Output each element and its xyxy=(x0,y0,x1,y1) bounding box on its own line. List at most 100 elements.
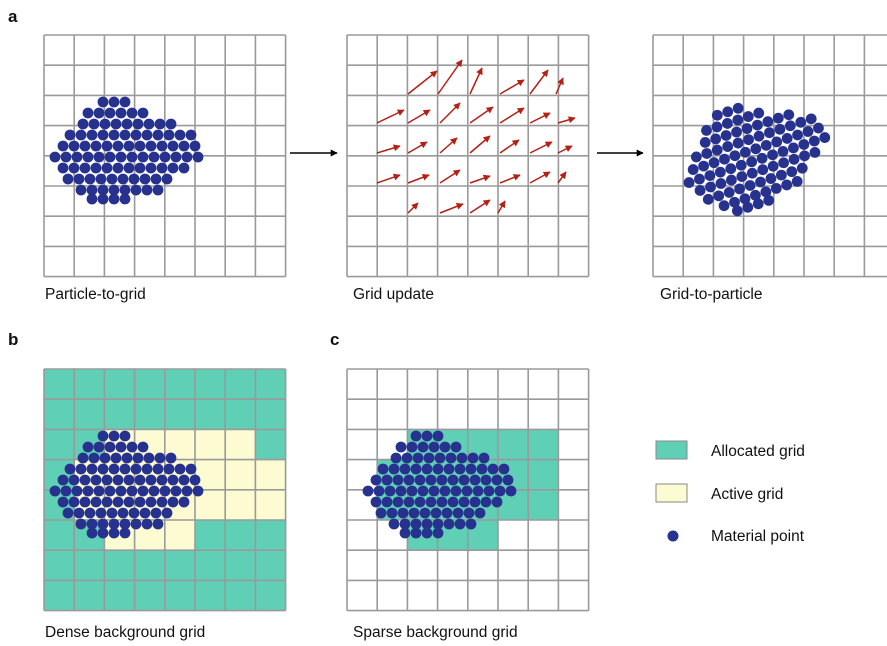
material-point xyxy=(88,118,100,130)
active-grid-cell xyxy=(225,459,256,490)
material-point xyxy=(458,496,470,508)
material-point xyxy=(447,496,459,508)
material-point xyxy=(687,164,699,175)
material-point xyxy=(392,474,404,486)
material-point-icon xyxy=(667,530,679,542)
allocated-grid-cell xyxy=(104,369,135,400)
material-point xyxy=(734,183,746,195)
material-point xyxy=(406,441,418,453)
material-point xyxy=(170,151,182,163)
velocity-arrow-icon xyxy=(439,102,461,124)
material-point xyxy=(99,452,111,464)
material-point xyxy=(108,184,120,196)
material-point xyxy=(694,173,705,185)
material-point xyxy=(781,133,793,144)
material-point xyxy=(90,474,102,486)
material-point xyxy=(159,485,171,497)
allocated-grid-cell xyxy=(134,550,165,581)
material-point xyxy=(480,474,492,486)
allocated-grid-cell xyxy=(528,459,559,490)
material-point xyxy=(117,173,129,185)
material-point xyxy=(491,496,503,508)
material-point xyxy=(739,193,751,205)
material-point xyxy=(397,507,409,519)
material-point xyxy=(714,166,726,178)
material-point xyxy=(760,139,772,151)
material-point xyxy=(384,485,396,497)
material-point xyxy=(798,139,810,150)
material-point xyxy=(49,485,61,497)
material-point xyxy=(104,107,116,119)
material-point xyxy=(809,146,821,158)
material-point xyxy=(414,474,426,486)
material-point xyxy=(132,452,144,464)
material-point xyxy=(106,507,118,519)
caption-particle-to-grid: Particle-to-grid xyxy=(45,286,146,303)
material-point xyxy=(152,463,164,475)
material-point xyxy=(119,463,131,475)
material-point xyxy=(86,193,98,205)
velocity-arrow-icon xyxy=(407,141,428,154)
allocated-grid-cell xyxy=(104,550,135,581)
material-point xyxy=(167,162,179,174)
material-point xyxy=(381,496,393,508)
material-point xyxy=(95,173,107,185)
material-point xyxy=(150,507,162,519)
material-point xyxy=(154,118,166,130)
background-grid xyxy=(43,368,287,612)
material-point xyxy=(163,129,175,141)
material-point xyxy=(403,474,415,486)
material-point xyxy=(715,178,727,189)
material-point xyxy=(99,118,111,130)
material-point xyxy=(139,507,151,519)
material-point xyxy=(425,474,437,486)
material-point xyxy=(139,173,151,185)
material-point xyxy=(97,193,109,205)
material-point xyxy=(377,463,389,475)
material-point xyxy=(735,159,747,171)
material-point xyxy=(108,96,120,108)
material-point xyxy=(170,485,182,497)
allocated-grid-cell xyxy=(225,550,256,581)
material-point xyxy=(428,441,440,453)
material-point xyxy=(450,485,462,497)
allocated-grid-cell xyxy=(44,520,75,551)
material-point xyxy=(447,474,459,486)
legend-active-label: Active grid xyxy=(711,486,783,503)
material-point xyxy=(112,140,124,152)
material-point xyxy=(708,157,720,169)
material-point xyxy=(410,527,422,539)
velocity-arrow-icon xyxy=(437,59,463,95)
allocated-grid-cell xyxy=(44,399,75,430)
velocity-arrow-icon xyxy=(557,171,567,184)
material-point xyxy=(805,113,817,125)
material-point xyxy=(775,169,787,181)
material-point xyxy=(711,144,723,156)
grid-fill-cells xyxy=(44,369,286,611)
material-point xyxy=(119,430,131,442)
allocated-grid-cell xyxy=(74,399,105,430)
material-point xyxy=(421,430,433,442)
material-point xyxy=(390,452,402,464)
material-point xyxy=(97,463,109,475)
material-point xyxy=(702,193,714,205)
material-point xyxy=(445,452,457,464)
material-point xyxy=(119,96,131,108)
velocity-arrow-icon xyxy=(469,199,491,214)
active-grid-cell xyxy=(225,429,256,460)
material-point xyxy=(718,200,730,212)
material-point xyxy=(101,474,113,486)
material-point xyxy=(104,151,116,163)
material-point xyxy=(167,474,179,486)
material-point xyxy=(108,518,120,530)
material-point xyxy=(152,184,164,196)
material-point xyxy=(731,126,742,138)
allocated-grid-cell xyxy=(164,399,195,430)
material-point xyxy=(478,452,490,464)
material-point xyxy=(143,118,155,130)
material-point xyxy=(119,518,131,530)
allocated-grid-cell xyxy=(255,369,286,400)
material-point xyxy=(436,496,448,508)
material-point xyxy=(725,163,737,175)
material-point xyxy=(729,150,741,162)
